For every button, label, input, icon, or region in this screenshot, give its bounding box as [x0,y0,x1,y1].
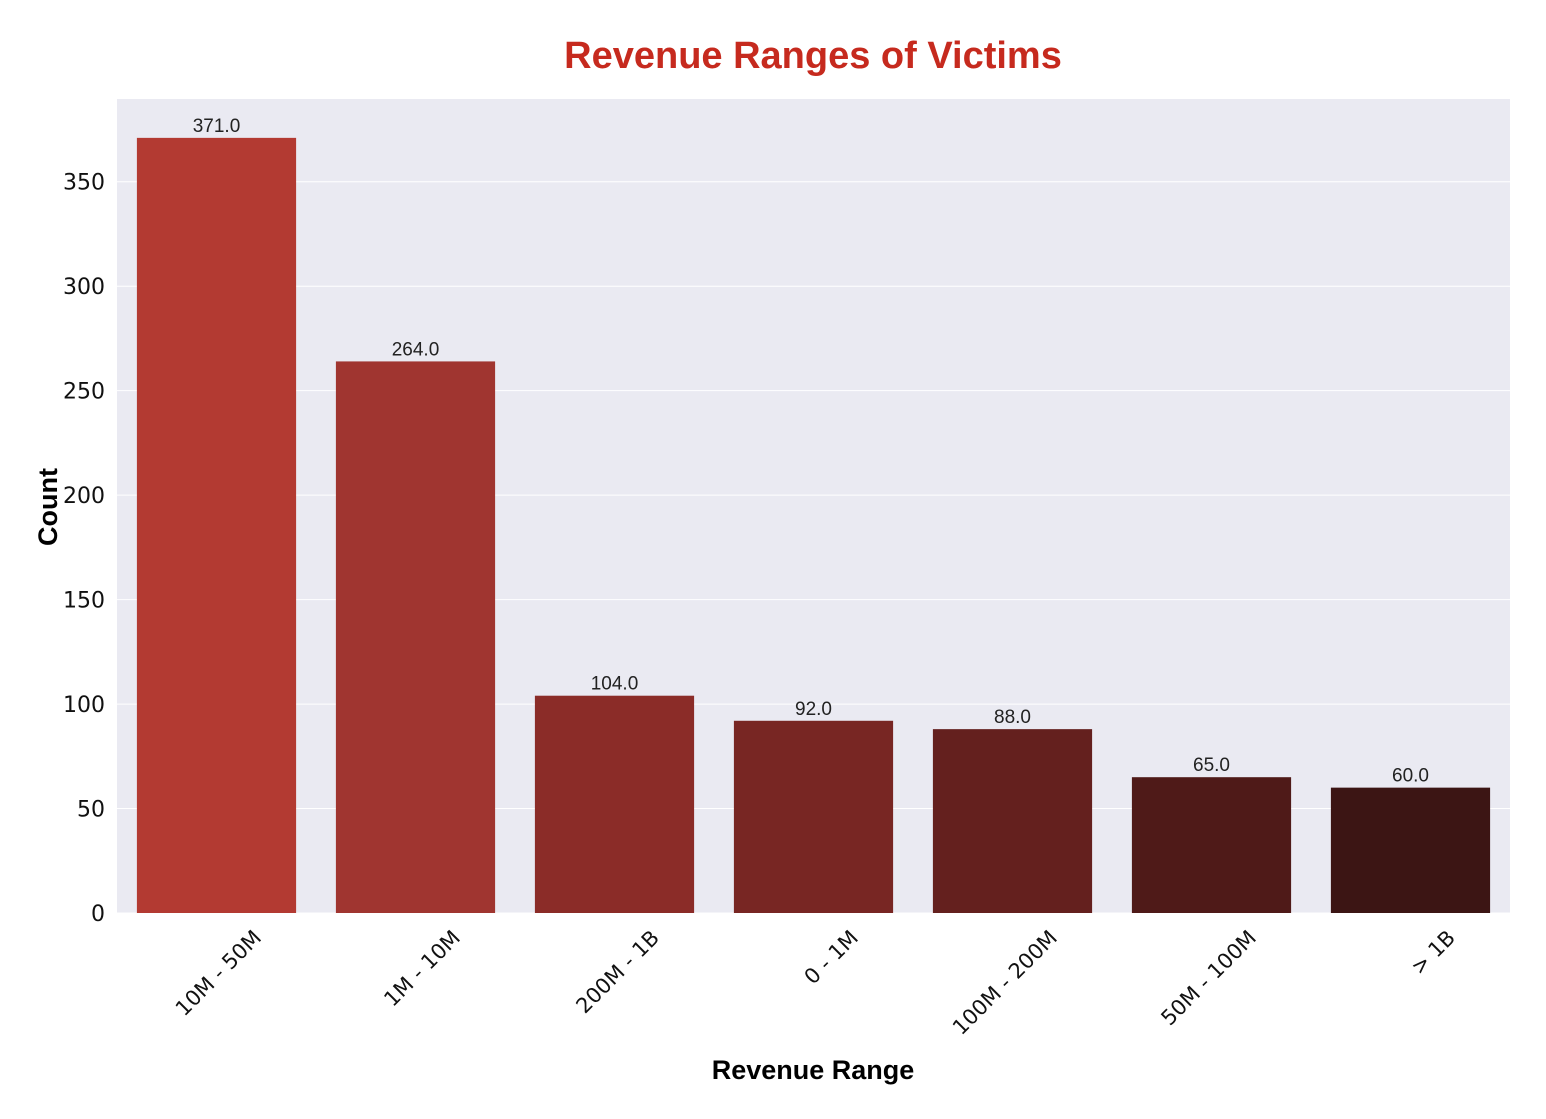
bar-value-label-4: 92.0 [795,699,832,720]
bar-3 [534,695,695,913]
bar-value-label-6: 65.0 [1193,755,1230,776]
y-tick-label-50: 50 [77,798,105,823]
y-tick-label-100: 100 [63,693,105,718]
bar-5 [932,729,1093,913]
x-tick-label-4: 0 - 1M [800,926,863,989]
y-axis-title: Count [33,468,63,546]
x-tick-label-7: > 1B [1406,926,1460,980]
bar-value-label-1: 371.0 [193,116,241,137]
bar-value-labels: 371.0 264.0 104.0 92.0 88.0 65.0 60.0 [193,116,1429,787]
y-tick-label-150: 150 [63,589,105,614]
bar-2 [335,361,496,913]
y-tick-label-350: 350 [63,171,105,196]
chart-title: Revenue Ranges of Victims [564,35,1062,77]
y-tick-label-0: 0 [91,902,105,927]
y-tick-label-200: 200 [63,484,105,509]
x-tick-label-1: 10M - 50M [171,926,266,1021]
bar-1 [136,137,297,913]
x-tick-label-3: 200M - 1B [571,926,664,1019]
y-tick-label-250: 250 [63,380,105,405]
x-axis-ticks: 10M - 50M 1M - 10M 200M - 1B 0 - 1M 100M - 2… [171,926,1460,1040]
bar-7 [1330,787,1491,913]
x-tick-label-5: 100M - 200M [948,926,1062,1040]
y-axis-ticks: 0 50 100 150 200 250 300 350 [63,171,105,927]
y-tick-label-300: 300 [63,275,105,300]
x-tick-label-2: 1M - 10M [379,926,465,1012]
bar-value-label-3: 104.0 [591,674,639,695]
bar-value-label-7: 60.0 [1392,766,1429,787]
bars [136,137,1491,913]
bar-value-label-2: 264.0 [392,339,440,360]
x-tick-label-6: 50M - 100M [1156,926,1261,1031]
bar-6 [1131,777,1292,913]
bar-4 [733,720,894,913]
x-axis-title: Revenue Range [712,1055,915,1085]
bar-value-label-5: 88.0 [994,707,1031,728]
